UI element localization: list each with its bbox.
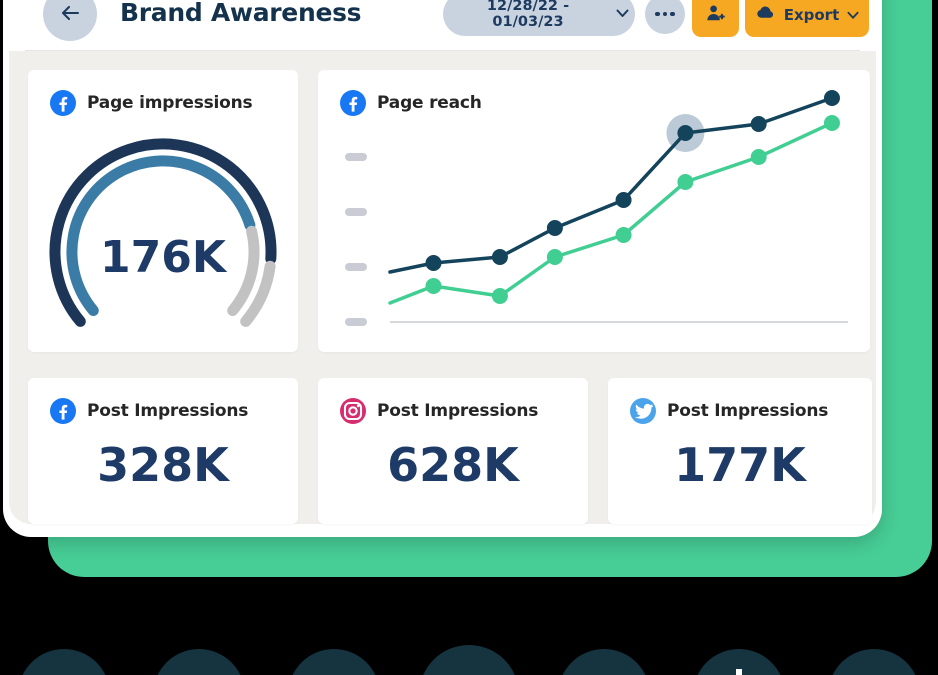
card-title: Page impressions xyxy=(87,93,253,113)
chevron-down-icon xyxy=(847,6,859,24)
facebook-post-impressions-value: 328K xyxy=(97,438,229,492)
card-title: Post Impressions xyxy=(87,401,249,421)
social-avatar-circle[interactable] xyxy=(558,649,650,675)
facebook-icon xyxy=(50,398,76,424)
social-avatar-circle[interactable] xyxy=(153,649,245,675)
export-button[interactable]: Export xyxy=(745,0,869,37)
post-impressions-facebook-card: Post Impressions 328K xyxy=(28,378,298,524)
back-arrow-icon xyxy=(58,1,82,28)
ellipsis-icon xyxy=(655,11,675,17)
page-reach-chart[interactable] xyxy=(318,70,870,352)
twitter-icon xyxy=(630,398,656,424)
impressions-gauge xyxy=(49,138,277,327)
social-avatar-circle[interactable] xyxy=(693,649,785,675)
instagram-icon xyxy=(340,398,366,424)
post-impressions-instagram-card: Post Impressions 628K xyxy=(318,378,588,524)
avatar-glyph-detail xyxy=(736,669,742,675)
facebook-icon xyxy=(340,90,366,116)
post-impressions-twitter-card: Post Impressions 177K xyxy=(608,378,872,524)
page-title: Brand Awareness xyxy=(120,0,362,27)
date-range-label: 12/28/22 - 01/03/23 xyxy=(486,0,570,30)
chevron-down-icon xyxy=(616,6,629,22)
more-options-button[interactable] xyxy=(645,0,685,34)
page-impressions-card: Page impressions 176K xyxy=(28,70,298,352)
twitter-post-impressions-value: 177K xyxy=(674,438,806,492)
back-button[interactable] xyxy=(43,0,97,41)
card-title: Page reach xyxy=(377,93,482,113)
page-impressions-value: 176K xyxy=(100,232,226,283)
cloud-icon xyxy=(755,2,776,27)
header-divider xyxy=(25,50,860,51)
social-avatar-circle[interactable] xyxy=(828,649,920,675)
export-label: Export xyxy=(783,5,840,24)
page-reach-card: Page reach xyxy=(318,70,870,352)
social-avatar-circle[interactable] xyxy=(419,645,519,675)
card-title: Post Impressions xyxy=(667,401,829,421)
social-avatar-circle[interactable] xyxy=(18,649,110,675)
instagram-post-impressions-value: 628K xyxy=(387,438,519,492)
social-avatar-circle[interactable] xyxy=(288,649,380,675)
invite-user-button[interactable] xyxy=(692,0,739,37)
facebook-icon xyxy=(50,90,76,116)
person-add-icon xyxy=(704,2,727,28)
date-range-picker[interactable]: 12/28/22 - 01/03/23 xyxy=(443,0,635,36)
card-title: Post Impressions xyxy=(377,401,539,421)
content-panel: Page impressions 176K Page reach xyxy=(9,51,876,524)
dashboard-card: Brand Awareness 12/28/22 - 01/03/23 xyxy=(3,0,882,537)
